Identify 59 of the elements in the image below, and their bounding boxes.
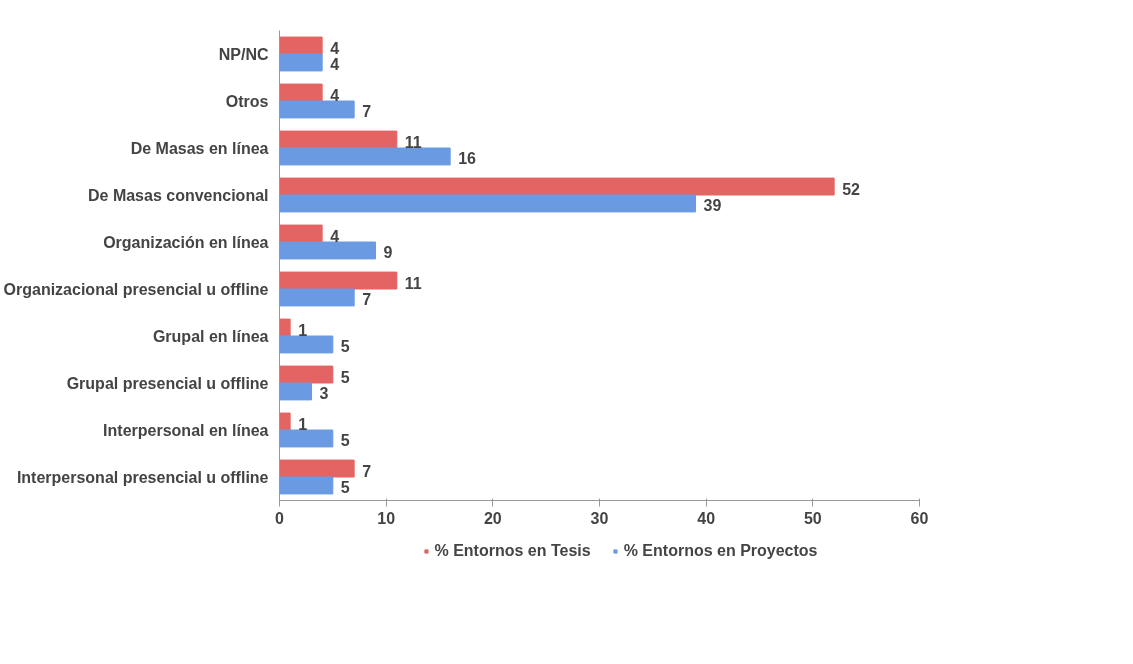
data-label: 4 xyxy=(330,56,340,74)
data-label: 5 xyxy=(340,338,350,356)
bar xyxy=(279,53,323,72)
legend-label: % Entornos en Tesis xyxy=(434,542,591,560)
data-label: 5 xyxy=(340,432,350,450)
bar xyxy=(279,288,355,307)
y-tick-label: Grupal presencial u offline xyxy=(66,374,269,392)
legend-label: % Entornos en Proyectos xyxy=(623,542,818,560)
y-tick-label: Otros xyxy=(225,92,269,110)
y-tick-label: De Masas en línea xyxy=(130,139,269,157)
data-label: 9 xyxy=(383,244,393,262)
data-label: 7 xyxy=(362,291,372,309)
y-tick-label: De Masas convencional xyxy=(87,186,269,204)
x-tick-label: 30 xyxy=(590,509,609,527)
y-tick-label: Organizacional presencial u offline xyxy=(3,280,269,298)
bar xyxy=(279,130,398,149)
bar xyxy=(279,335,334,354)
bar xyxy=(279,476,334,495)
bar xyxy=(279,224,323,243)
x-tick-label: 0 xyxy=(275,509,285,527)
data-label: 7 xyxy=(362,462,372,480)
x-tick-label: 10 xyxy=(377,509,396,527)
y-tick-label: Organización en línea xyxy=(103,233,269,251)
bar xyxy=(279,241,376,260)
x-tick-label: 20 xyxy=(483,509,502,527)
data-label: 5 xyxy=(340,368,350,386)
bar xyxy=(279,177,835,196)
bar xyxy=(279,194,696,213)
bar xyxy=(279,100,355,119)
bar xyxy=(279,36,323,55)
data-label: 11 xyxy=(404,133,422,151)
x-tick-label: 60 xyxy=(910,509,929,527)
data-label: 11 xyxy=(404,274,422,292)
bar xyxy=(279,83,323,102)
data-label: 4 xyxy=(330,227,340,245)
y-tick-label: NP/NC xyxy=(218,45,269,63)
bar xyxy=(279,271,398,290)
y-tick-label: Interpersonal presencial u offline xyxy=(16,468,269,486)
data-label: 39 xyxy=(703,197,722,215)
x-tick-label: 50 xyxy=(803,509,822,527)
data-label: 1 xyxy=(298,321,308,339)
bar xyxy=(279,365,334,384)
data-label: 16 xyxy=(458,150,477,168)
bar xyxy=(279,147,451,166)
y-tick-label: Interpersonal en línea xyxy=(103,421,269,439)
data-label: 4 xyxy=(330,86,340,104)
data-label: 7 xyxy=(362,103,372,121)
bar xyxy=(279,382,312,401)
x-tick-label: 40 xyxy=(697,509,716,527)
bar xyxy=(279,412,291,431)
data-label: 52 xyxy=(842,180,861,198)
bar xyxy=(279,459,355,478)
data-label: 4 xyxy=(330,39,340,57)
y-tick-label: Grupal en línea xyxy=(152,327,269,345)
data-label: 3 xyxy=(319,385,329,403)
bar xyxy=(279,318,291,337)
data-label: 1 xyxy=(298,415,308,433)
data-label: 5 xyxy=(340,479,350,497)
bar xyxy=(279,429,334,448)
